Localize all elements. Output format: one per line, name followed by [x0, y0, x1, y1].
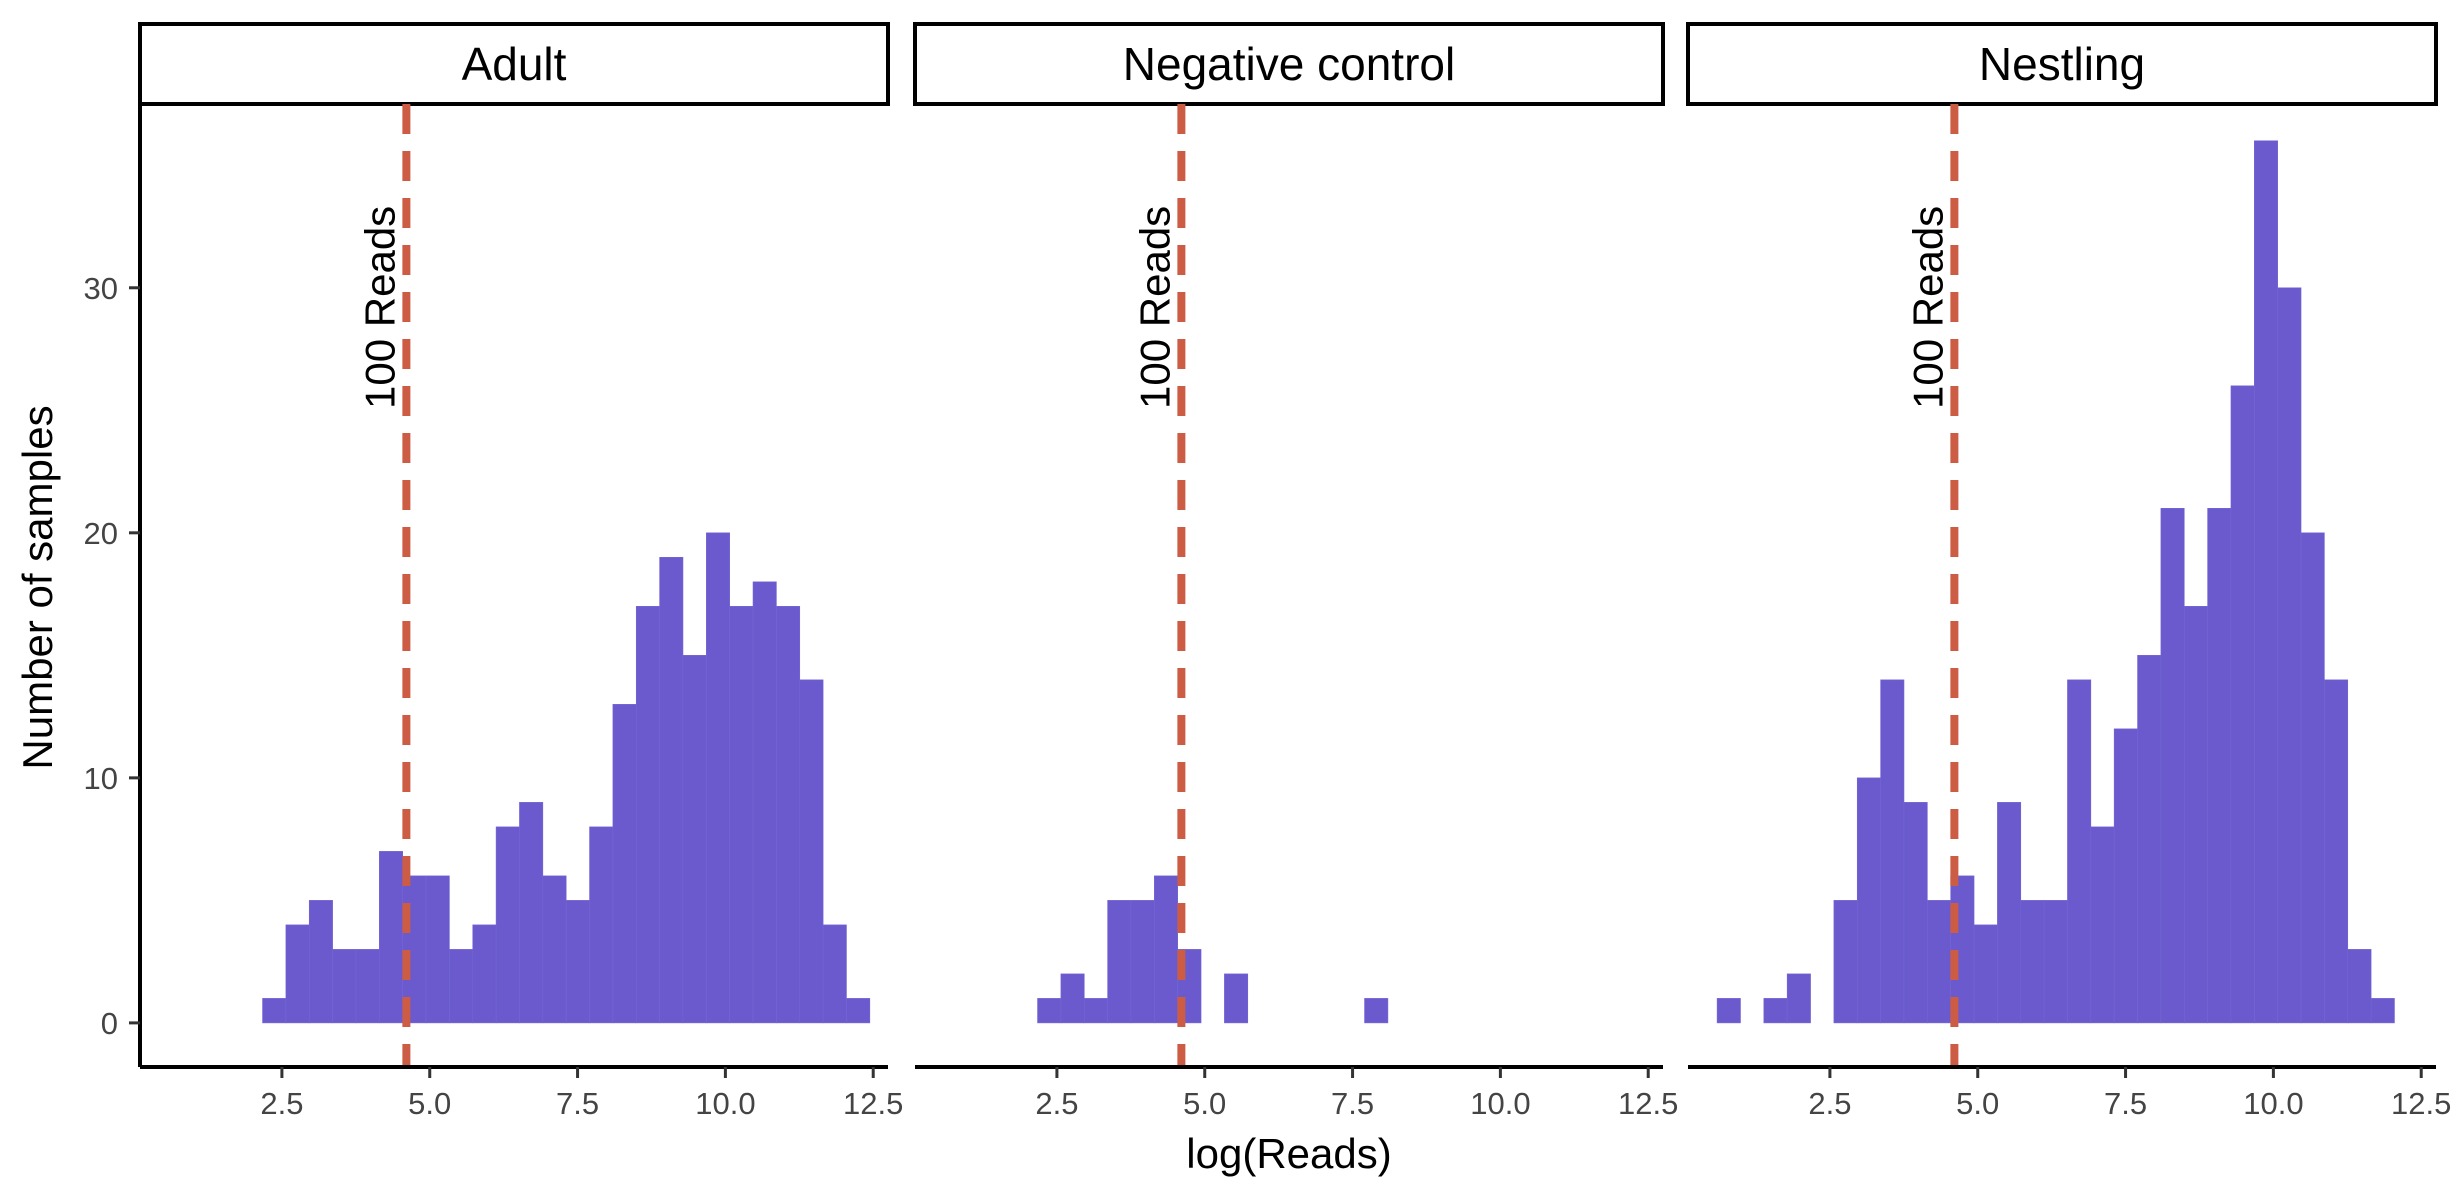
histogram-bar	[2160, 508, 2185, 1024]
facet-strip-label: Negative control	[1123, 38, 1455, 90]
histogram-bar	[682, 655, 707, 1024]
histogram-bar	[1716, 998, 1741, 1024]
facet-strip	[138, 22, 890, 106]
histogram-bar	[589, 826, 614, 1024]
histogram-bar	[1763, 998, 1788, 1024]
facet-strip-label: Nestling	[1979, 38, 2145, 90]
histogram-bar	[2137, 655, 2162, 1024]
histogram-bar	[1154, 875, 1178, 1024]
x-tick-label: 2.5	[1808, 1086, 1851, 1121]
histogram-bar	[2277, 287, 2302, 1024]
panel-2: Nestling 100 Reads 2.5 5.0 7.5 10.0 12.5	[1686, 22, 2451, 1121]
x-tick-label: 2.5	[260, 1086, 303, 1121]
histogram-bar	[846, 998, 871, 1024]
histogram-bar	[2067, 679, 2092, 1024]
histogram-bar	[1130, 900, 1155, 1024]
histogram-bar	[1833, 900, 1858, 1024]
histogram-bar	[1973, 924, 1998, 1024]
histogram-bar	[1060, 973, 1085, 1024]
histogram-bar	[2207, 508, 2232, 1024]
y-tick-label: 0	[101, 1006, 118, 1041]
y-axis: 0 10 20 30	[84, 104, 142, 1067]
facet-strip-label: Adult	[462, 38, 567, 90]
x-tick-label: 12.5	[1618, 1086, 1678, 1121]
x-tick-label: 7.5	[1331, 1086, 1374, 1121]
histogram-bar	[1083, 998, 1108, 1024]
histogram-bar	[425, 875, 450, 1024]
histogram-bar	[495, 826, 520, 1024]
histogram-bar	[2254, 140, 2278, 1024]
x-tick-label: 10.0	[2243, 1086, 2303, 1121]
histogram-bar	[659, 557, 684, 1024]
histogram-bar	[1107, 900, 1132, 1024]
histogram-bar	[635, 606, 660, 1024]
x-tick-label: 7.5	[2104, 1086, 2147, 1121]
histogram-bar	[776, 606, 801, 1024]
histogram-bar	[2113, 728, 2138, 1024]
x-tick-label: 2.5	[1035, 1086, 1078, 1121]
x-tick-label: 10.0	[1470, 1086, 1530, 1121]
histogram-bar	[2090, 826, 2115, 1024]
histogram-bar	[822, 924, 847, 1024]
histogram-bar	[2183, 606, 2208, 1024]
threshold-label: 100 Reads	[1904, 206, 1951, 409]
threshold-label: 100 Reads	[356, 206, 403, 409]
x-tick-label: 12.5	[2391, 1086, 2451, 1121]
histogram-bar	[285, 924, 310, 1024]
histogram-bar	[1997, 802, 2022, 1024]
histogram-bar	[799, 679, 824, 1024]
x-tick-label: 5.0	[408, 1086, 451, 1121]
y-axis-title: Number of samples	[14, 405, 61, 769]
histogram-bar	[2230, 385, 2255, 1024]
y-tick-label: 20	[84, 516, 118, 551]
histogram-bar	[2020, 900, 2045, 1024]
histogram-bar	[1224, 973, 1249, 1024]
histogram-bar	[752, 581, 777, 1024]
histogram-bar	[729, 606, 754, 1024]
threshold-label: 100 Reads	[1131, 206, 1178, 409]
x-axis-title: log(Reads)	[1186, 1130, 1391, 1177]
histogram-bar	[472, 924, 497, 1024]
histogram-bar	[2370, 998, 2395, 1024]
histogram-bar	[1880, 679, 1905, 1024]
histogram-bar	[565, 900, 590, 1024]
histogram-bar	[308, 900, 333, 1024]
histogram-bar	[2043, 900, 2068, 1024]
histogram-bar	[706, 532, 730, 1024]
y-tick-label: 10	[84, 761, 118, 796]
histogram-bar	[542, 875, 567, 1024]
histogram-bar	[1037, 998, 1062, 1024]
x-tick-label: 5.0	[1183, 1086, 1226, 1121]
histogram-bar	[332, 949, 357, 1024]
histogram-bar	[1927, 900, 1951, 1024]
panel-1: Negative control 100 Reads 2.5 5.0 7.5 10.0 12…	[913, 22, 1678, 1121]
histogram-bar	[449, 949, 474, 1024]
panel-0: Adult 100 Reads 2.5 5.0 7.5 10.0 12.5	[138, 22, 903, 1121]
histogram-bar	[1364, 998, 1389, 1024]
histogram-bar	[2347, 949, 2372, 1024]
x-tick-label: 5.0	[1956, 1086, 1999, 1121]
x-tick-label: 7.5	[556, 1086, 599, 1121]
histogram-bar	[2324, 679, 2349, 1024]
histogram-bar	[612, 704, 637, 1024]
histogram-bar	[355, 949, 380, 1024]
x-tick-label: 12.5	[843, 1086, 903, 1121]
histogram-bar	[262, 998, 287, 1024]
histogram-bar	[519, 802, 544, 1024]
histogram-bar	[1786, 973, 1811, 1024]
histogram-bar	[1903, 802, 1928, 1024]
histogram-bar	[379, 851, 403, 1024]
histogram-bar	[2300, 532, 2325, 1024]
x-tick-label: 10.0	[695, 1086, 755, 1121]
facet-strip	[913, 22, 1665, 106]
y-tick-label: 30	[84, 271, 118, 306]
histogram-bar	[1856, 777, 1881, 1024]
facet-strip	[1686, 22, 2438, 106]
